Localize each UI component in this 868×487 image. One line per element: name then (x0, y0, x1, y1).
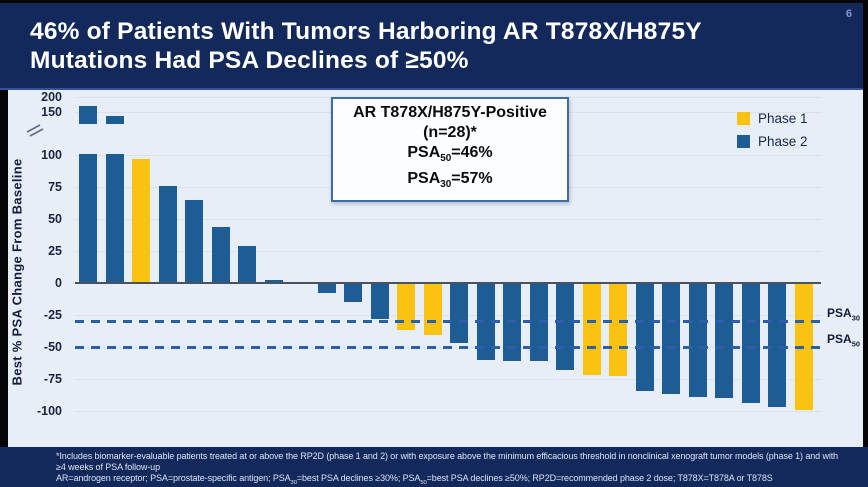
zero-baseline (75, 282, 821, 284)
waterfall-bar-phase2-cap (79, 106, 97, 124)
y-tick-label: -25 (43, 308, 62, 322)
y-tick-label: -100 (36, 404, 62, 418)
waterfall-bar-phase1 (609, 284, 627, 377)
waterfall-bar-phase2 (238, 245, 256, 282)
psa-threshold-label: PSA50 (827, 332, 860, 349)
waterfall-bar-phase1 (423, 284, 442, 336)
legend-item: Phase 2 (737, 134, 808, 149)
annotation-line: AR T878X/H875Y-Positive (353, 104, 547, 121)
y-gridline (75, 411, 822, 412)
y-tick-label: 200 (41, 90, 62, 104)
y-tick-label: 25 (48, 244, 62, 258)
waterfall-bar-phase2-cap (105, 116, 124, 124)
y-gridline (75, 251, 822, 252)
waterfall-bar-phase2 (715, 284, 733, 399)
waterfall-bar-phase1 (582, 284, 601, 376)
annotation-line: (n=28)* (423, 124, 477, 141)
waterfall-bar-phase2 (211, 226, 230, 282)
footnote-line: *Includes biomarker-evaluable patients t… (56, 451, 839, 461)
waterfall-bar-phase2 (158, 185, 177, 282)
y-gridline (75, 379, 822, 380)
footnote-bar: *Includes biomarker-evaluable patients t… (0, 447, 868, 487)
left-black-strip (0, 90, 8, 447)
slide-page-number: 6 (845, 8, 852, 20)
y-gridline (75, 315, 822, 316)
waterfall-bar-phase2 (344, 284, 362, 303)
psa-threshold-line (75, 320, 822, 324)
legend-label: Phase 1 (758, 111, 808, 126)
legend-label: Phase 2 (758, 134, 808, 149)
waterfall-bar-phase2 (79, 154, 97, 282)
chart-legend: Phase 1 Phase 2 (737, 111, 808, 157)
y-gridline (75, 219, 822, 220)
legend-swatch-phase-2 (737, 135, 750, 148)
y-tick-label: -75 (43, 372, 62, 386)
waterfall-bar-phase1 (397, 284, 415, 331)
y-tick-label: 100 (41, 148, 62, 162)
psa-threshold-line (75, 346, 822, 349)
right-black-strip (863, 0, 868, 487)
waterfall-bar-phase1 (132, 158, 150, 282)
slide-header: 46% of Patients With Tumors Harboring AR… (0, 0, 868, 90)
footnote-line: AR=androgen receptor; PSA=prostate-speci… (56, 473, 773, 486)
annotation-line: PSA30=57% (407, 170, 493, 191)
legend-swatch-phase-1 (737, 112, 750, 125)
legend-item: Phase 1 (737, 111, 808, 126)
y-tick-label: 150 (41, 105, 62, 119)
waterfall-bar-phase2 (556, 284, 574, 371)
slide-title-line-1: 46% of Patients With Tumors Harboring AR… (30, 18, 702, 45)
y-tick-label: 50 (48, 212, 62, 226)
y-tick-label: 0 (55, 276, 62, 290)
waterfall-bar-phase2 (370, 284, 389, 319)
waterfall-bar-phase2 (768, 284, 786, 408)
waterfall-bar-phase2 (662, 284, 680, 395)
slide-title-line-2: Mutations Had PSA Declines of ≥50% (30, 47, 469, 74)
y-tick-label: 75 (48, 180, 62, 194)
annotation-line: PSA50=46% (407, 144, 493, 165)
waterfall-bar-phase2 (741, 284, 760, 404)
waterfall-bar-phase2 (264, 280, 283, 282)
footnote-line: ≥4 weeks of PSA follow-up (56, 462, 160, 472)
waterfall-bar-phase2 (185, 199, 203, 282)
waterfall-bar-phase2 (688, 284, 707, 397)
slide-title: 46% of Patients With Tumors Harboring AR… (30, 17, 702, 75)
waterfall-bar-phase2 (635, 284, 654, 391)
waterfall-bar-phase2 (450, 284, 468, 344)
y-tick-label: -50 (43, 340, 62, 354)
psa-threshold-label: PSA30 (827, 306, 860, 323)
top-black-strip (0, 0, 868, 3)
annotation-box: AR T878X/H875Y-Positive (n=28)* PSA50=46% P… (331, 97, 569, 203)
axis-break-icon (26, 124, 44, 137)
waterfall-bar-phase2 (317, 284, 336, 294)
waterfall-bar-phase2 (105, 154, 124, 282)
